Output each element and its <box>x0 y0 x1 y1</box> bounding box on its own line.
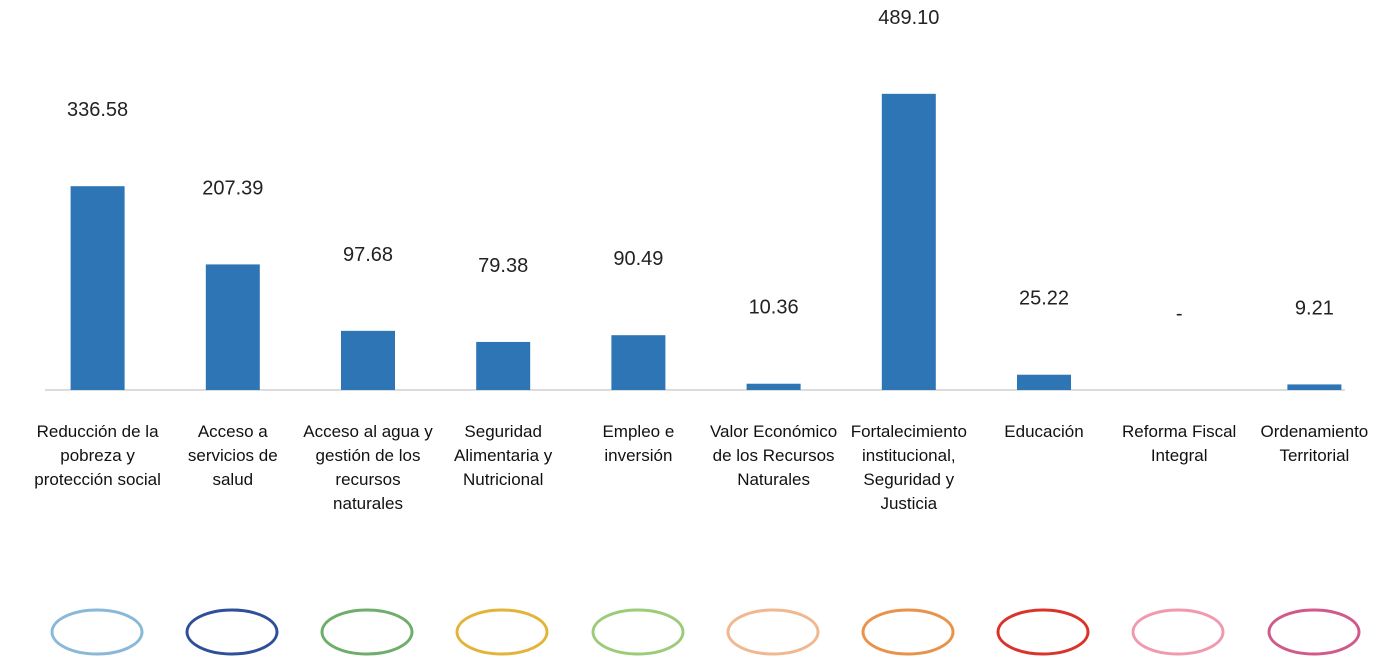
bar <box>1017 374 1071 390</box>
bar <box>611 335 666 390</box>
icon <box>50 608 144 656</box>
value-label: 10.36 <box>749 297 799 319</box>
value-label: - <box>1176 303 1183 325</box>
icon <box>320 608 414 656</box>
icon <box>861 608 955 656</box>
category-label: Acceso al agua y gestión de los recursos… <box>303 422 433 513</box>
icon <box>996 608 1090 656</box>
value-label: 97.68 <box>343 244 393 266</box>
value-label: 9.21 <box>1295 297 1334 319</box>
icon <box>591 608 685 656</box>
category-label: Reducción de la pobreza y protección soc… <box>34 422 161 489</box>
value-label: 336.58 <box>67 99 128 121</box>
value-label: 90.49 <box>613 248 663 270</box>
category-label: Seguridad Alimentaria y Nutricional <box>454 422 553 489</box>
value-label: 79.38 <box>478 255 528 277</box>
icon <box>185 608 279 656</box>
value-label: 25.22 <box>1019 288 1069 310</box>
icon <box>726 608 820 656</box>
value-label: 207.39 <box>202 177 263 199</box>
bar <box>341 330 395 390</box>
icon <box>1131 608 1225 656</box>
bar <box>70 186 125 390</box>
icons <box>50 608 1361 656</box>
category-label: Valor Económico de los Recursos Naturale… <box>709 422 838 489</box>
bar <box>205 264 260 390</box>
category-label: Fortalecimiento institucional, Seguridad… <box>850 422 967 513</box>
icon <box>455 608 549 656</box>
category-label: Ordenamiento Territorial <box>1260 422 1369 465</box>
bar <box>746 383 801 390</box>
bar <box>476 341 531 390</box>
bar <box>1287 384 1342 390</box>
category-label: Reforma Fiscal Integral <box>1122 422 1237 465</box>
value-label: 489.10 <box>878 7 939 29</box>
bar <box>881 93 936 390</box>
category-label: Empleo e inversión <box>602 422 675 465</box>
category-label: Acceso a servicios de salud <box>187 422 278 489</box>
category-label: Educación <box>1004 422 1084 441</box>
icon <box>1267 608 1361 656</box>
